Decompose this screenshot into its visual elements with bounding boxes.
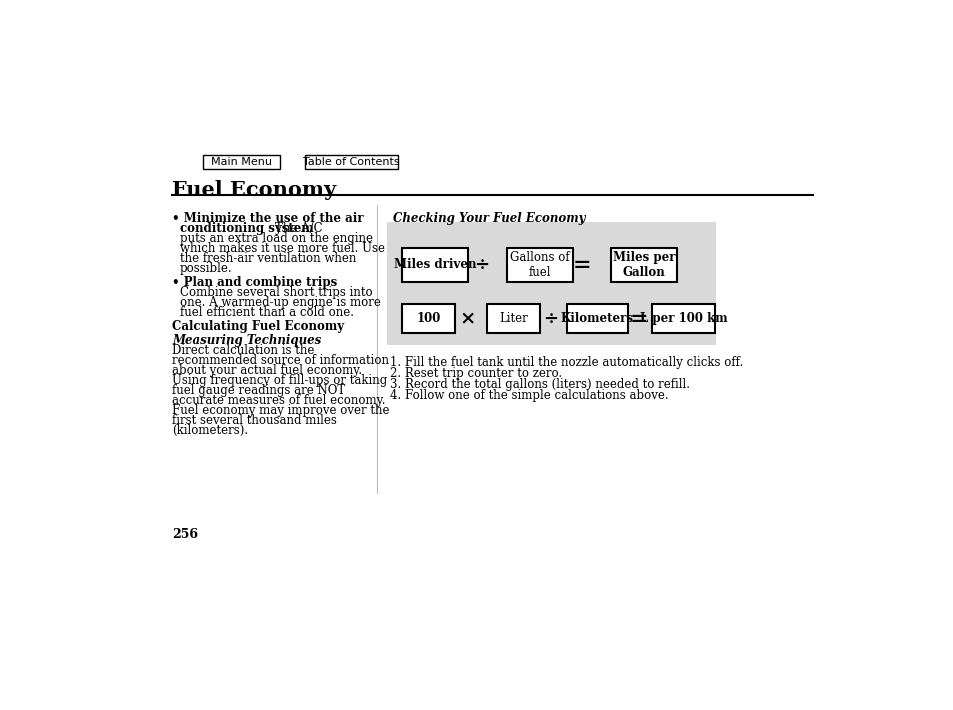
Text: Using frequency of fill-ups or taking: Using frequency of fill-ups or taking (172, 374, 387, 387)
Text: (kilometers).: (kilometers). (172, 424, 248, 437)
Text: recommended source of information: recommended source of information (172, 354, 389, 367)
Text: Fuel Economy: Fuel Economy (172, 180, 335, 200)
Text: accurate measures of fuel economy.: accurate measures of fuel economy. (172, 394, 385, 407)
Text: =: = (629, 307, 647, 329)
Text: conditioning system: conditioning system (179, 222, 314, 235)
Text: Gallons of
fuel: Gallons of fuel (509, 251, 569, 278)
FancyBboxPatch shape (402, 304, 455, 333)
Text: 100: 100 (416, 312, 440, 325)
Text: Kilometers: Kilometers (560, 312, 633, 325)
Text: 4. Follow one of the simple calculations above.: 4. Follow one of the simple calculations… (390, 388, 668, 402)
Text: • Minimize the use of the air: • Minimize the use of the air (172, 212, 363, 225)
Text: one. A warmed-up engine is more: one. A warmed-up engine is more (179, 296, 380, 309)
FancyBboxPatch shape (487, 304, 539, 333)
Text: L per 100 km: L per 100 km (639, 312, 726, 325)
FancyBboxPatch shape (567, 304, 627, 333)
Text: Combine several short trips into: Combine several short trips into (179, 286, 372, 299)
Text: Measuring Techniques: Measuring Techniques (172, 334, 321, 347)
Text: Miles driven: Miles driven (394, 258, 476, 271)
Text: Liter: Liter (498, 312, 528, 325)
Text: possible.: possible. (179, 262, 233, 275)
Text: • Plan and combine trips: • Plan and combine trips (172, 276, 336, 289)
Text: 3. Record the total gallons (liters) needed to refill.: 3. Record the total gallons (liters) nee… (390, 378, 690, 391)
FancyBboxPatch shape (305, 155, 397, 169)
Text: ÷: ÷ (474, 256, 488, 273)
Text: fuel efficient than a cold one.: fuel efficient than a cold one. (179, 306, 354, 320)
Text: puts an extra load on the engine: puts an extra load on the engine (179, 232, 373, 245)
FancyBboxPatch shape (611, 248, 677, 282)
Text: fuel gauge readings are NOT: fuel gauge readings are NOT (172, 384, 345, 397)
Text: the fresh-air ventilation when: the fresh-air ventilation when (179, 252, 355, 266)
Text: Checking Your Fuel Economy: Checking Your Fuel Economy (393, 212, 585, 225)
FancyBboxPatch shape (506, 248, 572, 282)
FancyBboxPatch shape (651, 304, 715, 333)
Text: Fuel economy may improve over the: Fuel economy may improve over the (172, 404, 389, 417)
Text: ×: × (459, 310, 476, 327)
Text: Miles per
Gallon: Miles per Gallon (613, 251, 675, 278)
Text: first several thousand miles: first several thousand miles (172, 414, 336, 427)
Text: ÷: ÷ (543, 310, 558, 327)
FancyBboxPatch shape (203, 155, 280, 169)
Text: Main Menu: Main Menu (211, 157, 272, 167)
Text: 2. Reset trip counter to zero.: 2. Reset trip counter to zero. (390, 367, 562, 380)
FancyBboxPatch shape (402, 248, 468, 282)
Text: Calculating Fuel Economy: Calculating Fuel Economy (172, 320, 344, 333)
Text: 256: 256 (172, 528, 197, 541)
Text: which makes it use more fuel. Use: which makes it use more fuel. Use (179, 242, 384, 256)
Text: about your actual fuel economy.: about your actual fuel economy. (172, 364, 362, 377)
Text: =: = (572, 253, 591, 275)
Text: Table of Contents: Table of Contents (303, 157, 399, 167)
FancyBboxPatch shape (386, 222, 716, 346)
Text: The A/C: The A/C (259, 222, 322, 235)
Text: 1. Fill the fuel tank until the nozzle automatically clicks off.: 1. Fill the fuel tank until the nozzle a… (390, 356, 743, 369)
Text: Direct calculation is the: Direct calculation is the (172, 344, 314, 357)
